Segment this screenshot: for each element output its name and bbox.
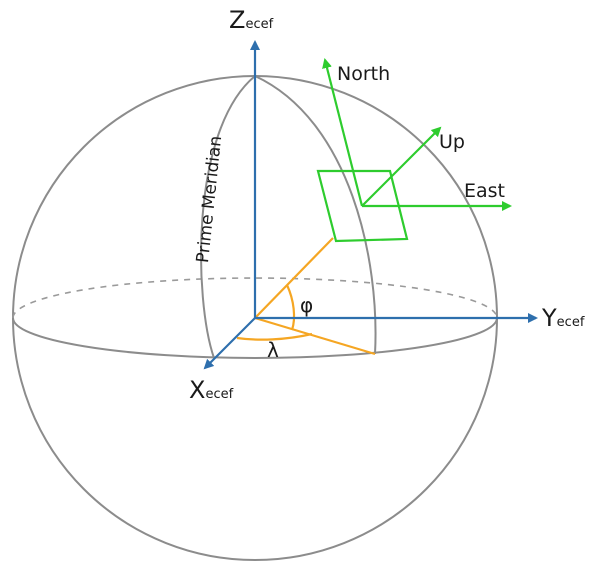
prime-meridian-arc bbox=[200, 75, 256, 359]
up-vector bbox=[361, 126, 442, 207]
longitude-symbol: λ bbox=[267, 338, 279, 362]
north-label: North bbox=[337, 63, 391, 85]
enu-tangent-plane bbox=[316, 169, 409, 243]
z-axis-label: Zecef bbox=[229, 8, 273, 32]
latitude-symbol: φ bbox=[300, 293, 314, 317]
y-axis-label: Yecef bbox=[542, 306, 584, 330]
longitude-arc bbox=[236, 332, 313, 341]
equator-front bbox=[12, 317, 498, 359]
latitude-arc bbox=[286, 284, 296, 331]
local-meridian-arc bbox=[254, 75, 377, 355]
z-axis-letter: Z bbox=[229, 6, 246, 34]
equatorial-projection-line bbox=[254, 316, 376, 356]
x-axis-label: Xecef bbox=[189, 378, 233, 402]
x-axis bbox=[203, 317, 256, 370]
x-axis-subscript: ecef bbox=[205, 387, 234, 402]
z-axis-subscript: ecef bbox=[245, 17, 274, 32]
north-vector bbox=[322, 58, 364, 207]
up-label: Up bbox=[439, 131, 465, 153]
y-axis-subscript: ecef bbox=[556, 315, 585, 330]
x-axis-letter: X bbox=[189, 376, 206, 404]
position-vector-line bbox=[254, 237, 334, 319]
east-label: East bbox=[464, 180, 505, 202]
y-axis-letter: Y bbox=[542, 304, 557, 332]
